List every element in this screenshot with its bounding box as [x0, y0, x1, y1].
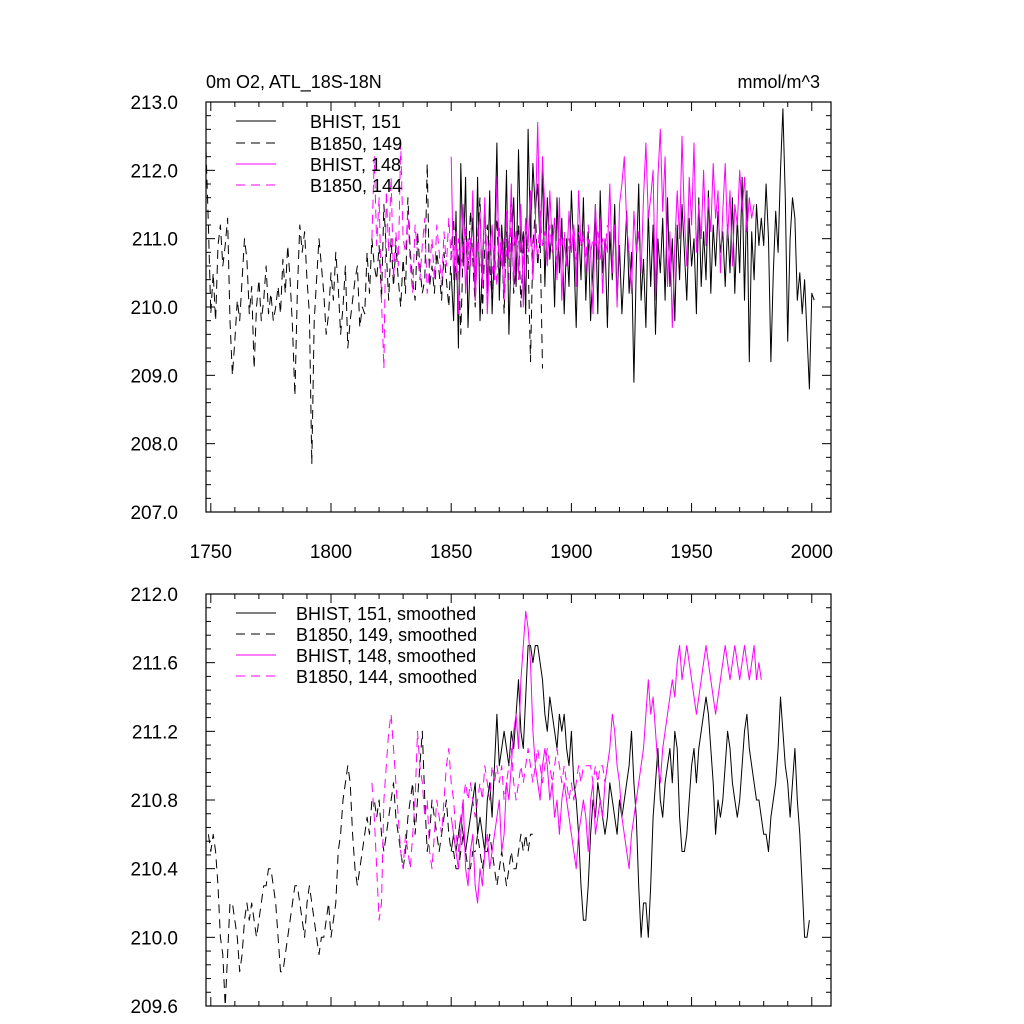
x-tick-label: 1750: [190, 542, 232, 563]
series-line-b1850-144-smoothed: [371, 713, 608, 921]
bottom-legend: BHIST, 151, smoothed B1850, 149, smoothe…: [236, 604, 477, 687]
legend-label-b1850-149-smoothed: B1850, 149, smoothed: [296, 625, 477, 645]
y-tick-label: 208.0: [130, 435, 178, 456]
series-line-b1850-149-smoothed: [207, 730, 533, 1006]
series-line-bhist-148-smoothed: [450, 610, 762, 904]
y-tick-label: 207.0: [130, 503, 178, 524]
y-tick-label: 209.0: [130, 366, 178, 387]
y-tick-label: 210.8: [130, 791, 178, 812]
y-tick-label: 211.2: [132, 722, 178, 743]
series-line-bhist-151: [450, 108, 815, 390]
top-chart-units: mmol/m^3: [738, 72, 820, 92]
top-chart-title: 0m O2, ATL_18S-18N: [206, 72, 382, 93]
legend-label-b1850-149: B1850, 149: [310, 134, 402, 154]
y-tick-label: 213.0: [130, 93, 178, 114]
series-line-bhist-151-smoothed: [450, 645, 810, 938]
y-tick-label: 210.0: [130, 298, 178, 319]
y-tick-label: 212.0: [130, 585, 178, 606]
y-tick-label: 209.6: [130, 997, 178, 1018]
y-tick-label: 212.0: [130, 161, 178, 182]
bottom-axis-ticks: 209.6 210.0 210.4 210.8 211.2 211.6 212.0: [130, 585, 831, 1018]
x-tick-label: 2000: [791, 542, 833, 563]
y-tick-label: 210.4: [130, 860, 178, 881]
x-tick-label: 1900: [550, 542, 592, 563]
series-line-b1850-144: [371, 142, 608, 369]
y-tick-label: 210.0: [130, 928, 178, 949]
legend-label-bhist-151: BHIST, 151: [310, 112, 401, 132]
bottom-series-group: [207, 610, 810, 1006]
x-tick-label: 1800: [310, 542, 352, 563]
x-tick-label: 1950: [670, 542, 712, 563]
legend-label-b1850-144-smoothed: B1850, 144, smoothed: [296, 667, 477, 687]
y-tick-label: 211.6: [132, 654, 178, 675]
legend-label-b1850-144: B1850, 144: [310, 176, 402, 196]
legend-label-bhist-151-smoothed: BHIST, 151, smoothed: [296, 604, 476, 624]
top-series-group: [206, 108, 815, 465]
series-line-bhist-148: [450, 122, 755, 328]
y-tick-label: 211.0: [132, 230, 178, 251]
top-legend: BHIST, 151 B1850, 149 BHIST, 148 B1850, …: [236, 112, 402, 196]
legend-label-bhist-148-smoothed: BHIST, 148, smoothed: [296, 646, 476, 666]
legend-label-bhist-148: BHIST, 148: [310, 155, 401, 175]
top-axis-ticks: 1750 1800 1850 1900 1950 2000 207.0 208.0 209.0 2…: [130, 93, 832, 563]
x-tick-label: 1850: [430, 542, 472, 563]
